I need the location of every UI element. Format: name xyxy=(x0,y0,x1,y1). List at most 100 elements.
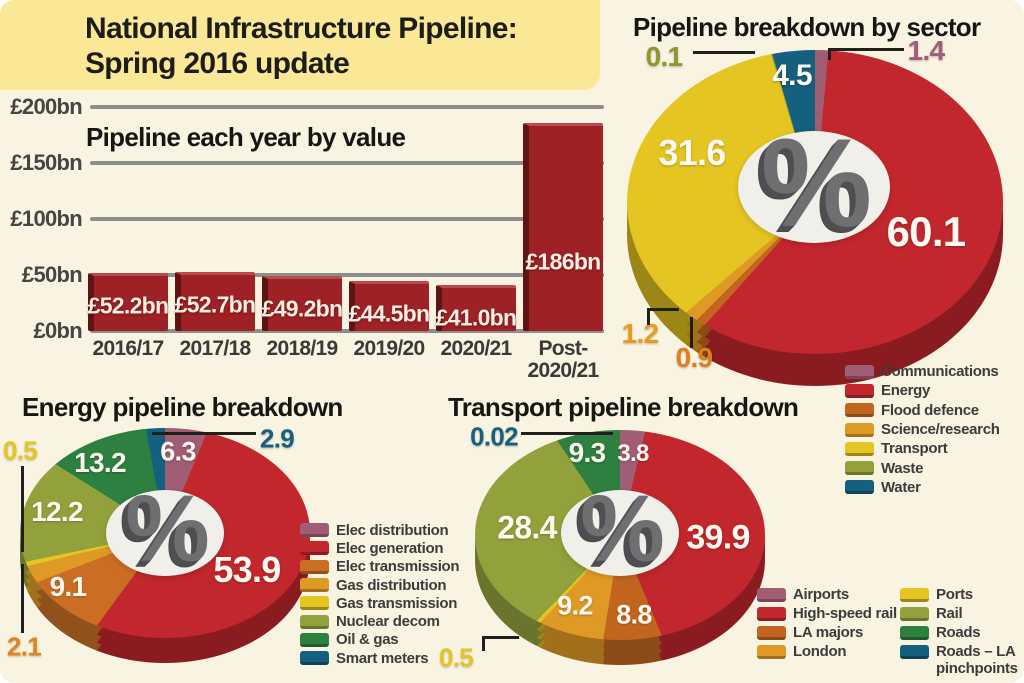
legend-item: Waste xyxy=(845,458,1000,477)
bar-value-label: £52.7bn xyxy=(174,291,256,318)
legend-swatch xyxy=(300,596,329,611)
legend-swatch xyxy=(845,480,874,495)
main-title-line1: National Infrastructure Pipeline: xyxy=(85,12,518,45)
y-axis-tick: £150bn xyxy=(10,150,82,175)
legend-label: Communications xyxy=(881,363,999,381)
legend-label: Flood defence xyxy=(881,401,979,419)
legend-label: Science/research xyxy=(881,421,1000,439)
energy-value-elec-distribution: 6.3 xyxy=(160,436,196,467)
bar-value-label: £49.2bn xyxy=(261,295,343,322)
energy-value-nuclear-decom: 12.2 xyxy=(31,496,83,527)
main-title-line2: Spring 2016 update xyxy=(85,47,350,80)
y-axis-tick: £0bn xyxy=(33,318,82,343)
percent-symbol: % xyxy=(125,475,210,582)
callout-line-waste xyxy=(693,51,755,54)
sector-pie-center: % xyxy=(738,121,890,246)
transport-value-la-majors: 8.8 xyxy=(616,599,652,630)
callout-line-gas-transmission xyxy=(21,466,24,552)
y-axis-tick: £50bn xyxy=(21,262,83,287)
legend-item: Gas transmission xyxy=(300,594,459,612)
legend-label: Nuclear decom xyxy=(336,613,440,631)
x-axis-tick: 2016/17 xyxy=(92,337,164,360)
legend-swatch xyxy=(845,441,874,456)
sector-value-communications: 1.4 xyxy=(907,35,946,66)
legend-item: Flood defence xyxy=(845,401,1000,420)
legend-label: Elec transmission xyxy=(336,558,460,576)
sector-value-energy: 60.1 xyxy=(886,208,967,255)
sector-value-science: 1.2 xyxy=(621,318,660,349)
legend-item: Airports xyxy=(757,586,900,605)
bar xyxy=(88,272,168,331)
legend-item: High-speed rail xyxy=(757,605,900,624)
legend-swatch xyxy=(300,541,329,556)
legend-label: Transport xyxy=(881,440,948,458)
bar xyxy=(175,271,255,331)
legend-item: Science/research xyxy=(845,420,1000,439)
transport-value-ports: 0.5 xyxy=(438,642,474,673)
bar xyxy=(262,275,342,331)
transport-value-rail: 28.4 xyxy=(497,509,557,546)
sector-value-transport: 31.6 xyxy=(658,132,726,173)
legend-swatch xyxy=(900,607,929,621)
legend-item: Elec transmission xyxy=(300,558,460,576)
legend-swatch xyxy=(757,607,786,621)
legend-label: Roads xyxy=(936,624,981,641)
legend-swatch xyxy=(845,422,874,437)
legend-label: Gas distribution xyxy=(336,576,447,594)
percent-symbol: % xyxy=(580,475,665,582)
legend-swatch xyxy=(300,614,329,629)
energy-value-gas-transmission: 0.5 xyxy=(2,435,38,466)
legend-item: Energy xyxy=(845,381,1000,400)
gridline xyxy=(90,329,604,333)
energy-value-smart-meters: 2.9 xyxy=(259,423,295,454)
legend-item: Nuclear decom xyxy=(300,612,459,630)
legend-item: Elec distribution xyxy=(300,521,459,539)
x-axis-tick: 2019/20 xyxy=(353,337,425,360)
sector-value-water: 4.5 xyxy=(772,59,812,92)
bar-value-label: £186bn xyxy=(525,248,601,275)
legend-label: Gas transmission xyxy=(336,594,458,612)
legend-label: Water xyxy=(881,478,921,496)
energy-value-gas-distribution: 2.1 xyxy=(6,631,42,662)
bar xyxy=(349,281,429,331)
legend-label: Ports xyxy=(936,586,973,603)
legend-swatch xyxy=(845,383,874,398)
transport-pie-center: % xyxy=(561,481,679,576)
percent-symbol: % xyxy=(760,113,872,253)
bar xyxy=(523,122,603,331)
legend-swatch xyxy=(300,578,329,593)
legend-swatch xyxy=(300,559,329,574)
legend-swatch xyxy=(900,645,929,659)
transport-value-hsr: 39.9 xyxy=(686,518,750,557)
legend-swatch xyxy=(845,461,874,476)
x-axis-tick: 2020/21 xyxy=(440,337,512,360)
callout-line-gas-distribution xyxy=(21,564,24,633)
sector-value-waste: 0.1 xyxy=(645,41,684,72)
transport-legend: Airports High-speed rail LA majors London Po… xyxy=(757,586,1024,677)
transport-value-london: 9.2 xyxy=(557,590,593,621)
legend-label: Oil & gas xyxy=(336,631,399,649)
title-panel xyxy=(0,0,600,90)
bar-value-label: £44.5bn xyxy=(348,300,430,327)
legend-swatch xyxy=(757,626,786,640)
sector-legend: Communications Energy Flood defence Science… xyxy=(845,362,1000,497)
sector-value-flood: 0.9 xyxy=(675,342,714,373)
callout-line-science xyxy=(647,308,679,325)
legend-label: Rail xyxy=(936,605,963,622)
gridline xyxy=(90,105,604,109)
legend-swatch xyxy=(300,632,329,647)
x-axis-tick: Post- 2020/21 xyxy=(527,337,599,382)
energy-value-oil-gas: 13.2 xyxy=(74,447,126,478)
legend-item: Water xyxy=(845,478,1000,497)
energy-value-elec-generation: 53.9 xyxy=(213,549,281,590)
legend-swatch xyxy=(845,364,874,379)
energy-legend: Elec distribution Elec generation Elec tra… xyxy=(300,521,460,667)
legend-item: Elec generation xyxy=(300,539,459,557)
legend-swatch xyxy=(845,403,874,418)
bar-value-label: £52.2bn xyxy=(87,292,169,319)
callout-line-flood xyxy=(690,317,693,348)
y-axis-tick: £200bn xyxy=(10,94,82,119)
legend-swatch xyxy=(300,523,329,538)
legend-item: Roads xyxy=(900,624,1024,643)
